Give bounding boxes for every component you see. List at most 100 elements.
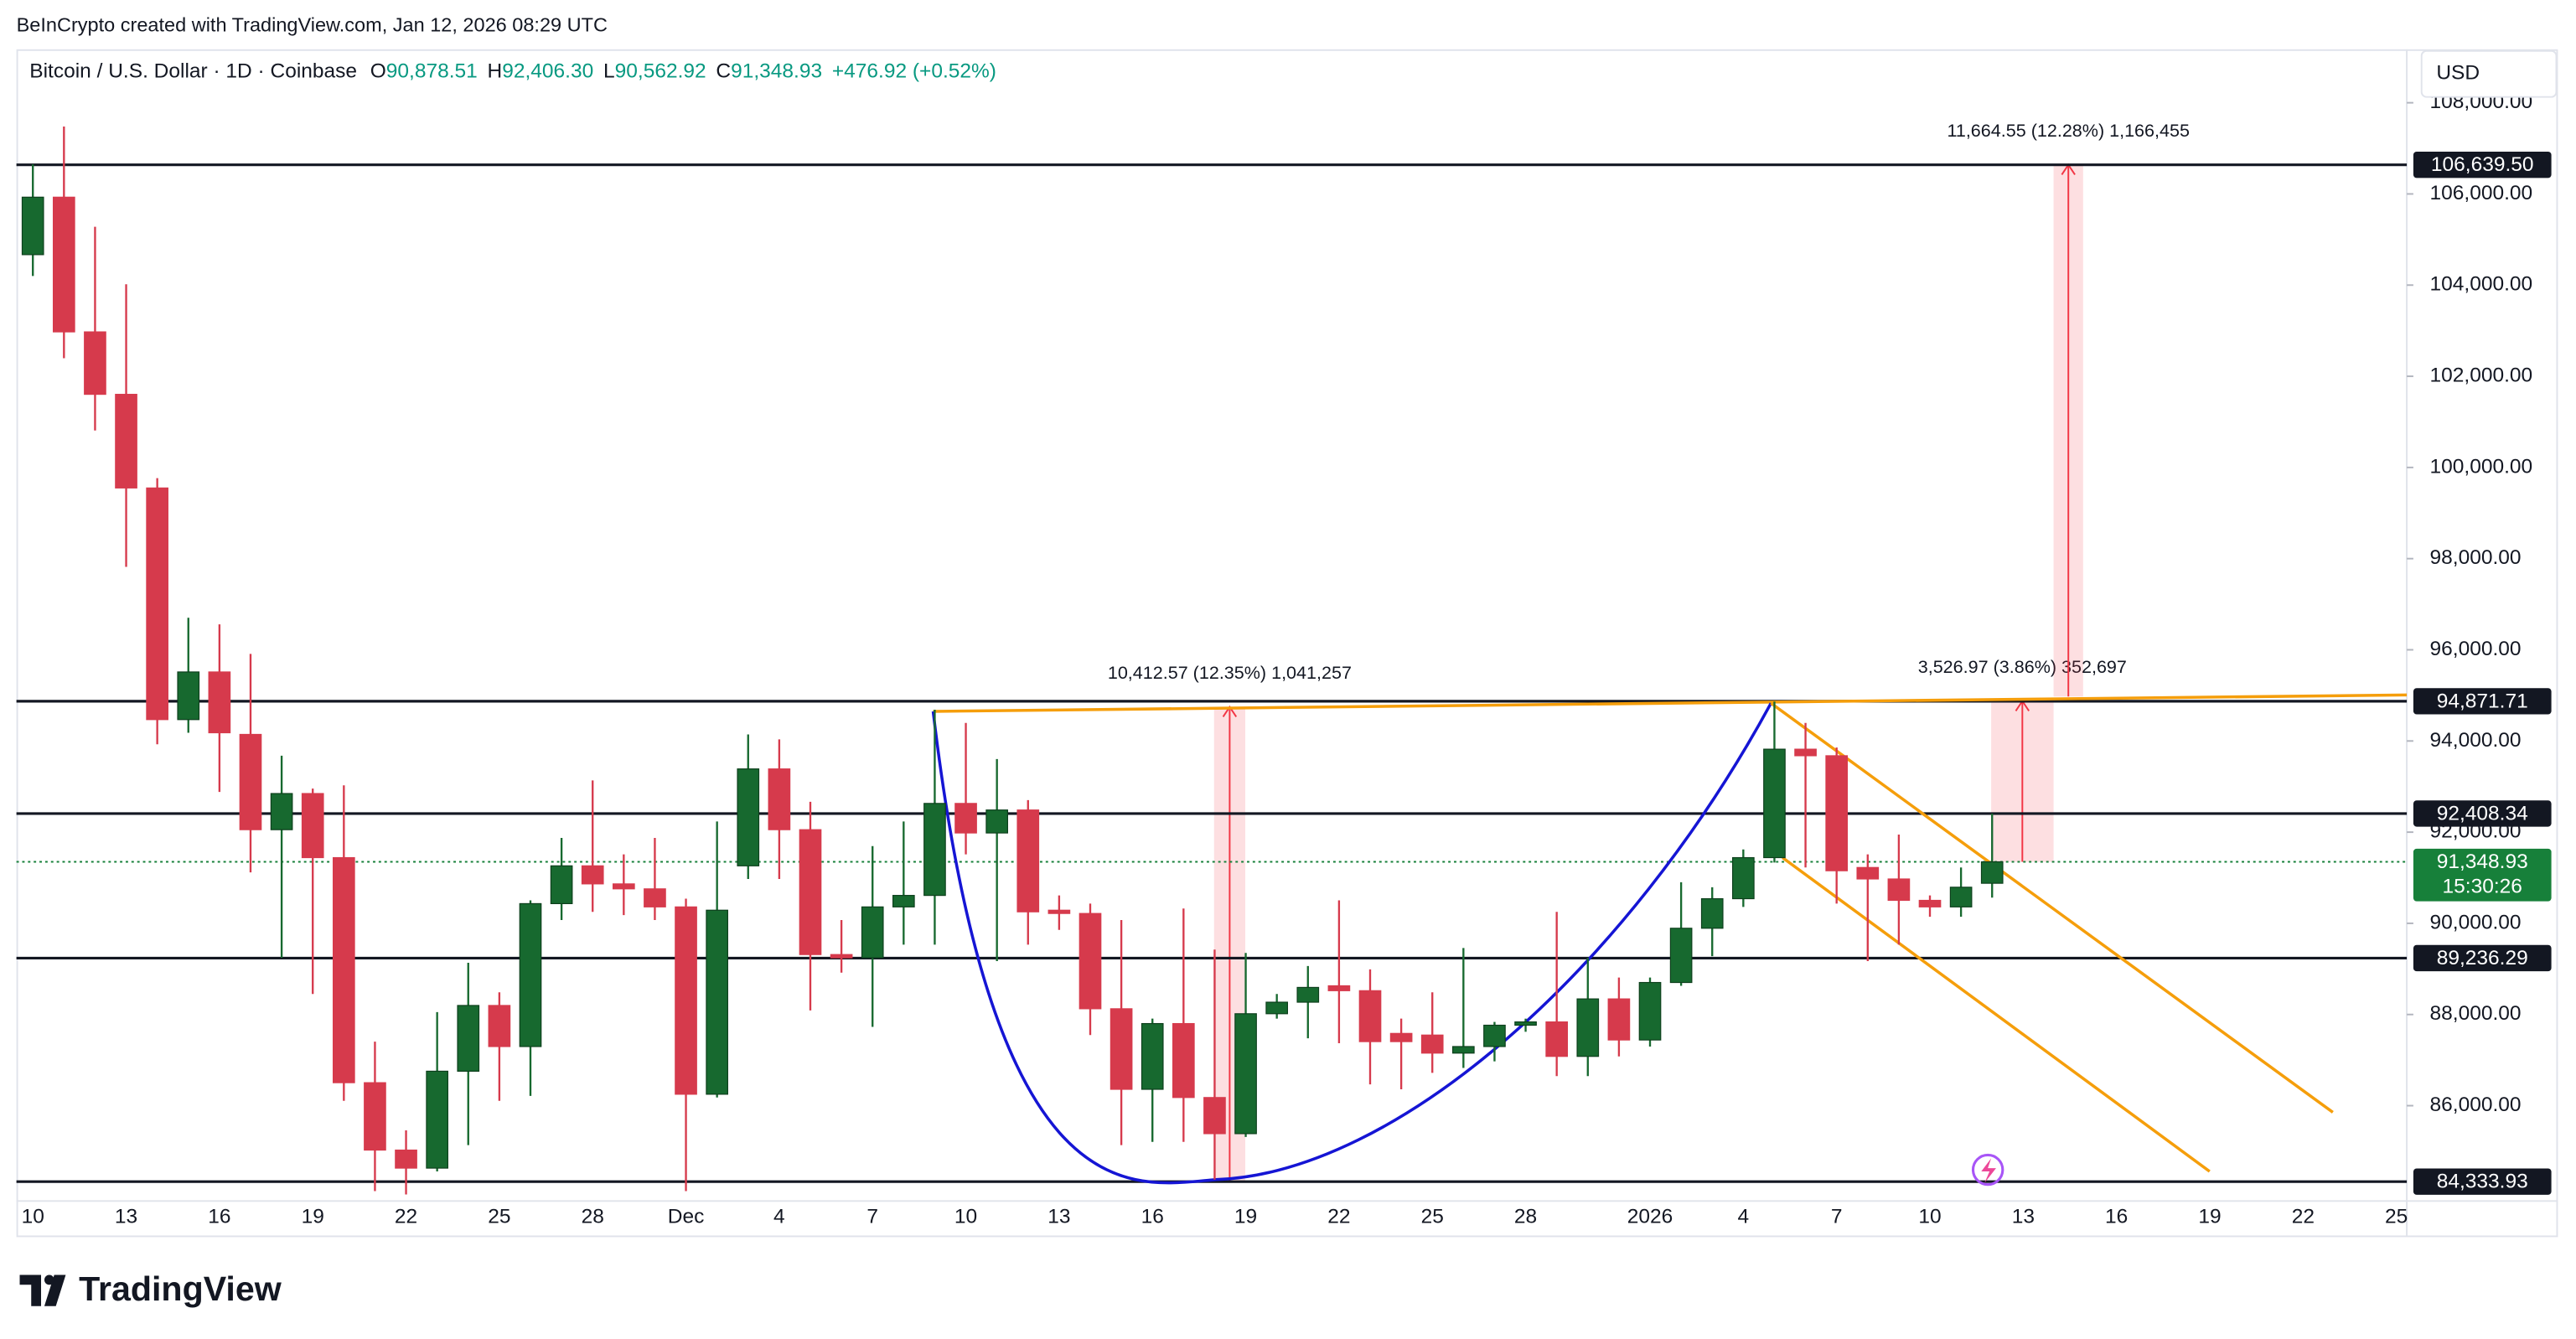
candle-body (1669, 928, 1693, 984)
candle-body (1483, 1024, 1506, 1047)
candle-body (364, 1082, 386, 1151)
credit: BeInCrypto created with TradingView.com,… (17, 14, 608, 36)
countdown-label: 15:30:26 (2443, 875, 2522, 897)
x-tick-label: 22 (1327, 1205, 1350, 1228)
x-tick-label: 4 (1738, 1205, 1750, 1228)
resistance-trendline (933, 693, 2408, 713)
drawings (931, 693, 2408, 1186)
x-tick-label: 25 (1421, 1205, 1444, 1228)
x-tick-label: 22 (2292, 1205, 2315, 1228)
candle-body (1110, 1008, 1133, 1090)
candle-body (1203, 1097, 1226, 1135)
candle-body (270, 793, 293, 830)
change: +476.92 (+0.52%) (832, 60, 996, 83)
ohlc-key: L (603, 60, 615, 83)
candle-body (1576, 998, 1600, 1057)
candle-body (1763, 748, 1786, 859)
candle-body (830, 954, 853, 959)
x-tick-label: 25 (488, 1205, 510, 1228)
candle-body (1856, 866, 1880, 880)
candle-body (457, 1005, 480, 1072)
candle-body (1172, 1022, 1195, 1099)
y-tick-label: 88,000.00 (2430, 1002, 2522, 1025)
x-tick-label: 10 (954, 1205, 977, 1228)
currency[interactable]: USD (2436, 62, 2480, 85)
x-tick-label: 10 (22, 1205, 44, 1228)
candle-body (84, 331, 106, 395)
candle-body (488, 1005, 511, 1047)
candle-body (1514, 1021, 1537, 1026)
candle-body (208, 671, 231, 734)
cup-curve (931, 702, 1772, 1185)
candle-body (301, 793, 324, 859)
candle-body (1825, 755, 1849, 871)
measure-label: 11,664.55 (12.28%) 1,166,455 (1947, 120, 2190, 141)
candle-body (550, 865, 573, 905)
candle-body (861, 906, 884, 959)
candle-body (1700, 897, 1724, 929)
level-label-box (2413, 151, 2552, 178)
pane-border (16, 49, 2558, 1238)
front-layer: 106,639.50 94,871.71 92,408.34 89,236.29 84,… (2413, 151, 2552, 1195)
ohlc-key: H (488, 60, 503, 83)
level-label-box (2413, 688, 2552, 715)
candle-body (395, 1149, 417, 1169)
candle-body (1079, 912, 1102, 1010)
y-tick-label: 106,000.00 (2430, 182, 2533, 204)
candle-body (1607, 998, 1631, 1041)
logo-dot (44, 1274, 54, 1285)
x-tick-label: 28 (1514, 1205, 1537, 1228)
candle-body (115, 394, 137, 489)
x-tick-label: 13 (2012, 1205, 2035, 1228)
ohlc-value: 90,562.92 (615, 60, 706, 83)
currency-button[interactable] (2420, 49, 2558, 98)
candle-body (1732, 856, 1755, 900)
level-label-box (2413, 800, 2552, 827)
candle-body (644, 888, 666, 907)
x-tick-label: 2026 (1627, 1205, 1673, 1228)
candle-body (519, 902, 542, 1047)
y-tick-label: 98,000.00 (2430, 546, 2522, 569)
candle-body (1389, 1032, 1413, 1042)
logo-mark (19, 1274, 66, 1306)
level-label: 84,333.93 (2437, 1171, 2528, 1193)
candle-body (1545, 1021, 1569, 1057)
candle-body (1420, 1034, 1444, 1054)
candle-body (1638, 981, 1662, 1041)
candle-body (675, 906, 697, 1095)
x-tick-label: 7 (866, 1205, 878, 1228)
x-tick-label: 7 (1831, 1205, 1843, 1228)
ohlc-key: O (370, 60, 386, 83)
candle-body (146, 487, 168, 721)
candle-body (177, 671, 200, 721)
level-label: 94,871.71 (2437, 690, 2528, 712)
y-tick-label: 102,000.00 (2430, 364, 2533, 387)
candle-body (426, 1070, 448, 1169)
level-label-box (2413, 944, 2552, 972)
level-label-box (2413, 1168, 2552, 1195)
candle-body (1358, 990, 1382, 1042)
ohlc-value: 91,348.93 (731, 60, 822, 83)
level-label: 92,408.34 (2437, 802, 2528, 825)
candle-body (239, 733, 262, 830)
logo (19, 1274, 66, 1306)
x-tick-label: 19 (1234, 1205, 1257, 1228)
x-tick-label: 22 (395, 1205, 417, 1228)
event-icon[interactable] (1971, 1153, 2004, 1186)
x-tick-label: 16 (2105, 1205, 2128, 1228)
candle-body (985, 809, 1008, 834)
candles (21, 126, 2004, 1195)
y-tick-label: 104,000.00 (2430, 273, 2533, 296)
measure-label: 10,412.57 (12.35%) 1,041,257 (1108, 662, 1352, 683)
candle-body (923, 803, 946, 897)
candle-body (1887, 878, 1911, 902)
y-tick-label: 94,000.00 (2430, 729, 2522, 752)
candle-body (954, 803, 977, 834)
x-tick-label: 28 (582, 1205, 604, 1228)
wedge-upper-line (1770, 701, 2334, 1114)
y-tick-label: 86,000.00 (2430, 1093, 2522, 1116)
ohlc-key: C (716, 60, 731, 83)
x-tick-label: 25 (2385, 1205, 2408, 1228)
